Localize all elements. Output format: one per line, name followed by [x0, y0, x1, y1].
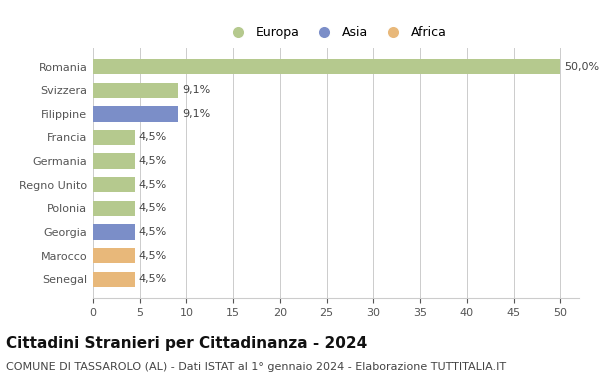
Text: 4,5%: 4,5% — [139, 180, 167, 190]
Bar — [93, 59, 560, 74]
Text: Cittadini Stranieri per Cittadinanza - 2024: Cittadini Stranieri per Cittadinanza - 2… — [6, 336, 367, 351]
Legend: Europa, Asia, Africa: Europa, Asia, Africa — [221, 21, 452, 44]
Text: 4,5%: 4,5% — [139, 227, 167, 237]
Text: 4,5%: 4,5% — [139, 156, 167, 166]
Text: 4,5%: 4,5% — [139, 133, 167, 142]
Text: 4,5%: 4,5% — [139, 250, 167, 261]
Text: 9,1%: 9,1% — [182, 85, 210, 95]
Bar — [93, 272, 135, 287]
Bar — [93, 82, 178, 98]
Text: 4,5%: 4,5% — [139, 274, 167, 284]
Bar — [93, 248, 135, 263]
Text: 50,0%: 50,0% — [564, 62, 599, 71]
Bar — [93, 154, 135, 169]
Bar — [93, 224, 135, 240]
Bar — [93, 130, 135, 145]
Bar — [93, 106, 178, 122]
Text: 9,1%: 9,1% — [182, 109, 210, 119]
Bar — [93, 201, 135, 216]
Bar — [93, 177, 135, 192]
Text: 4,5%: 4,5% — [139, 203, 167, 213]
Text: COMUNE DI TASSAROLO (AL) - Dati ISTAT al 1° gennaio 2024 - Elaborazione TUTTITAL: COMUNE DI TASSAROLO (AL) - Dati ISTAT al… — [6, 362, 506, 372]
